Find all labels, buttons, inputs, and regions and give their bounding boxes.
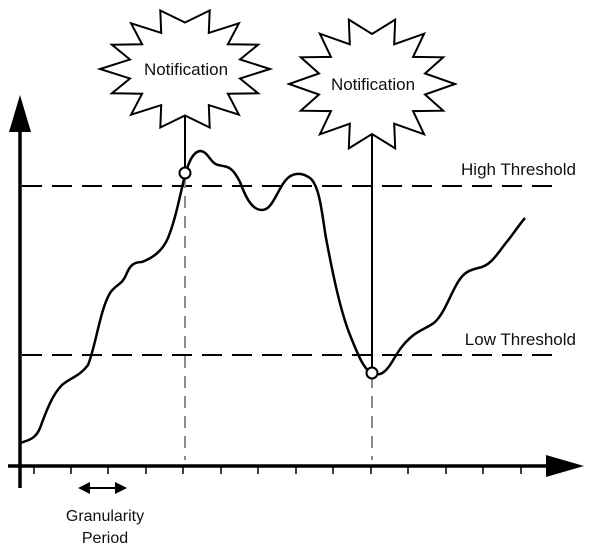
high-threshold-label: High Threshold <box>461 160 576 179</box>
y-axis-arrowhead <box>9 95 31 132</box>
notification-1-starburst <box>96 8 274 130</box>
granularity-label-line1: Granularity <box>66 508 144 525</box>
signal-curve <box>19 149 526 445</box>
x-axis-arrowhead <box>546 455 584 477</box>
notification-2-label: Notification <box>331 75 415 94</box>
notification-2-starburst <box>285 17 459 151</box>
low-threshold-label: Low Threshold <box>465 330 576 349</box>
notification-1-label: Notification <box>144 60 228 79</box>
granularity-label-line2: Period <box>82 530 128 547</box>
x-axis-ticks <box>33 466 522 474</box>
low-crossing-point <box>365 366 379 380</box>
high-crossing-point <box>178 166 192 180</box>
